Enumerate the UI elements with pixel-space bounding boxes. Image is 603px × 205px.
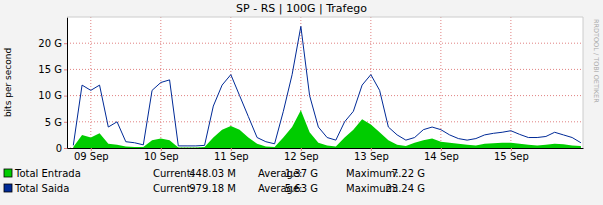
tick-label: 12 Sep xyxy=(284,151,319,162)
background xyxy=(0,0,603,205)
tick: 10 Sep xyxy=(144,148,179,162)
legend-stat-label: Maximum: xyxy=(346,168,399,179)
legend-stat-value: 1.37 G xyxy=(285,168,318,179)
tick-label: 15 G xyxy=(38,64,62,75)
tick-mark xyxy=(64,96,67,97)
area xyxy=(73,110,581,148)
tick-label: 10 Sep xyxy=(144,151,179,162)
legend-stat-value: 23.24 G xyxy=(385,183,425,194)
title: SP - RS | 100G | Trafego xyxy=(236,2,367,15)
plot-frame xyxy=(67,17,583,18)
legend-stat-value: 979.18 M xyxy=(189,183,236,194)
plot-area xyxy=(67,17,583,148)
tick-label: 11 Sep xyxy=(214,151,249,162)
legend-stat-value: 448.03 M xyxy=(189,168,236,179)
tick: 10 G xyxy=(38,90,67,101)
tick: 12 Sep xyxy=(284,148,319,162)
tick-label: 0 xyxy=(56,143,62,154)
tick: 11 Sep xyxy=(214,148,249,162)
tick-label: 09 Sep xyxy=(74,151,109,162)
x-axis: 09 Sep 10 Sep 11 Sep 12 Sep 13 Sep 14 Sep 15 S… xyxy=(68,148,584,162)
tick: 5 G xyxy=(45,117,67,128)
y-axis: 0 5 G 10 G 15 G 20 G xyxy=(38,18,67,154)
tick-label: 20 G xyxy=(38,38,62,49)
grid-line xyxy=(90,17,91,148)
legend-stat-value: 7.22 G xyxy=(392,168,425,179)
legend-stat-value: 5.63 G xyxy=(285,183,318,194)
tick: 09 Sep xyxy=(74,148,109,162)
legend-swatch xyxy=(4,184,12,192)
tick-mark xyxy=(64,43,67,44)
tick: 14 Sep xyxy=(424,148,459,162)
tick-label: 10 G xyxy=(38,90,62,101)
grid-line xyxy=(67,69,583,70)
tick-mark xyxy=(64,69,67,70)
grid-line xyxy=(440,17,441,148)
tick-label: 13 Sep xyxy=(354,151,389,162)
legend-swatch xyxy=(4,169,12,177)
legend-stat-label: Current: xyxy=(153,183,194,194)
grid xyxy=(67,17,583,148)
axis-line xyxy=(67,18,68,149)
tick-label: 14 Sep xyxy=(424,151,459,162)
tick: 15 G xyxy=(38,64,67,75)
tick-mark xyxy=(64,122,67,123)
legend-stat-label: Current: xyxy=(153,168,194,179)
series-group xyxy=(73,26,581,148)
legend: Total EntradaCurrent:448.03 MAverage:1.3… xyxy=(4,168,425,194)
grid-line xyxy=(67,43,583,44)
legend-label: Total Entrada xyxy=(14,168,81,179)
tick-label: 15 Sep xyxy=(494,151,529,162)
tick: 15 Sep xyxy=(494,148,529,162)
annotation: RRDTOOL / TOBI OETIKER xyxy=(592,19,600,103)
grid-line xyxy=(67,121,583,122)
y-axis-title: bits per second xyxy=(3,48,13,117)
line xyxy=(73,26,581,145)
plot-frame xyxy=(583,17,584,148)
tick-mark xyxy=(64,148,67,149)
tick: 20 G xyxy=(38,38,67,49)
chart: SP - RS | 100G | Trafego bits per second R… xyxy=(0,0,603,205)
tick: 13 Sep xyxy=(354,148,389,162)
tick-label: 5 G xyxy=(45,117,62,128)
grid-line xyxy=(510,17,511,148)
tick: 0 xyxy=(56,143,67,154)
legend-label: Total Saida xyxy=(14,183,69,194)
axis-line xyxy=(68,148,584,149)
grid-line xyxy=(67,95,583,96)
